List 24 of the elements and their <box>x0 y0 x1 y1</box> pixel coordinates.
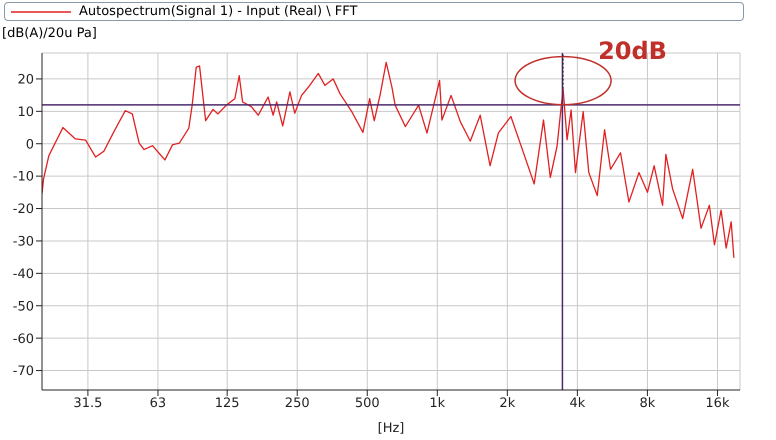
y-axis-title: [dB(A)/20u Pa] <box>2 26 97 41</box>
y-tick-label: -30 <box>12 234 34 250</box>
y-tick-label: -10 <box>12 170 34 185</box>
x-tick-label: 1k <box>429 396 446 412</box>
y-tick-label: -50 <box>12 299 34 314</box>
x-tick-label: 16k <box>705 396 730 412</box>
x-tick-label: 500 <box>354 396 380 412</box>
y-tick-label: 10 <box>17 104 34 120</box>
x-tick-label: 4k <box>569 396 586 412</box>
y-tick-label: 20 <box>17 72 34 88</box>
x-axis-title: [Hz] <box>378 421 404 436</box>
y-tick-label: -40 <box>12 266 34 282</box>
x-tick-label: 2k <box>499 396 516 412</box>
x-tick-label: 31.5 <box>73 396 102 412</box>
x-tick-label: 63 <box>150 396 166 412</box>
annotation: 20dB <box>598 37 667 66</box>
x-tick-label: 250 <box>284 396 310 412</box>
y-tick-label: 0 <box>26 137 34 152</box>
y-tick-label: -20 <box>12 202 34 218</box>
y-tick-label: -70 <box>12 364 34 380</box>
y-tick-label: -60 <box>12 332 34 347</box>
legend-label: Autospectrum(Signal 1) - Input (Real) \ FFT <box>79 4 358 19</box>
x-tick-label: 125 <box>214 396 240 412</box>
x-tick-label: 8k <box>640 396 656 412</box>
